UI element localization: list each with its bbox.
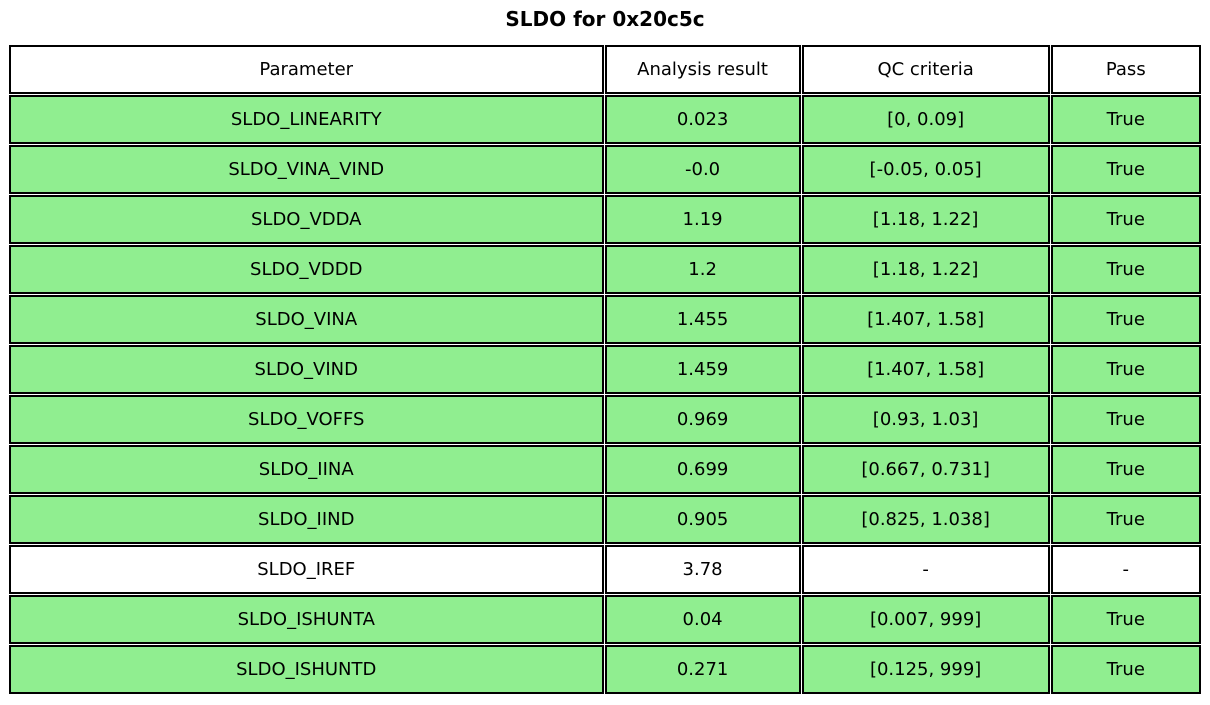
cell-qc-criteria: [-0.05, 0.05] [801, 145, 1050, 194]
table-row: SLDO_VINA 1.455 [1.407, 1.58] True [9, 295, 1201, 344]
table-row: SLDO_IREF 3.78 - - [9, 545, 1201, 594]
cell-qc-criteria: [0.825, 1.038] [801, 495, 1050, 544]
cell-pass: True [1050, 295, 1201, 344]
table-row: SLDO_IIND 0.905 [0.825, 1.038] True [9, 495, 1201, 544]
cell-pass: True [1050, 95, 1201, 144]
cell-qc-criteria: - [801, 545, 1050, 594]
cell-pass: True [1050, 145, 1201, 194]
cell-parameter: SLDO_VINA_VIND [9, 145, 604, 194]
cell-analysis-result: 0.04 [604, 595, 801, 644]
cell-qc-criteria: [1.18, 1.22] [801, 195, 1050, 244]
table-row: SLDO_VDDD 1.2 [1.18, 1.22] True [9, 245, 1201, 294]
col-header-qc-criteria: QC criteria [801, 45, 1050, 94]
table-row: SLDO_ISHUNTD 0.271 [0.125, 999] True [9, 645, 1201, 694]
cell-parameter: SLDO_ISHUNTD [9, 645, 604, 694]
header-row: Parameter Analysis result QC criteria Pa… [9, 45, 1201, 94]
cell-analysis-result: 0.699 [604, 445, 801, 494]
figure-title: SLDO for 0x20c5c [505, 7, 705, 31]
qc-results-table: Parameter Analysis result QC criteria Pa… [8, 44, 1202, 695]
cell-qc-criteria: [1.407, 1.58] [801, 345, 1050, 394]
cell-analysis-result: 1.2 [604, 245, 801, 294]
cell-parameter: SLDO_VIND [9, 345, 604, 394]
cell-analysis-result: 1.19 [604, 195, 801, 244]
table-row: SLDO_IINA 0.699 [0.667, 0.731] True [9, 445, 1201, 494]
table-row: SLDO_VOFFS 0.969 [0.93, 1.03] True [9, 395, 1201, 444]
table-row: SLDO_LINEARITY 0.023 [0, 0.09] True [9, 95, 1201, 144]
cell-parameter: SLDO_IIND [9, 495, 604, 544]
cell-parameter: SLDO_VDDA [9, 195, 604, 244]
cell-pass: True [1050, 495, 1201, 544]
cell-pass: True [1050, 395, 1201, 444]
cell-analysis-result: 0.969 [604, 395, 801, 444]
cell-parameter: SLDO_VINA [9, 295, 604, 344]
cell-pass: True [1050, 445, 1201, 494]
cell-qc-criteria: [1.407, 1.58] [801, 295, 1050, 344]
table-row: SLDO_VINA_VIND -0.0 [-0.05, 0.05] True [9, 145, 1201, 194]
col-header-pass: Pass [1050, 45, 1201, 94]
table-row: SLDO_VDDA 1.19 [1.18, 1.22] True [9, 195, 1201, 244]
cell-parameter: SLDO_LINEARITY [9, 95, 604, 144]
cell-analysis-result: -0.0 [604, 145, 801, 194]
cell-qc-criteria: [0.007, 999] [801, 595, 1050, 644]
cell-analysis-result: 1.455 [604, 295, 801, 344]
cell-parameter: SLDO_ISHUNTA [9, 595, 604, 644]
cell-analysis-result: 0.271 [604, 645, 801, 694]
col-header-analysis-result: Analysis result [604, 45, 801, 94]
cell-parameter: SLDO_VOFFS [9, 395, 604, 444]
cell-pass: True [1050, 595, 1201, 644]
cell-parameter: SLDO_VDDD [9, 245, 604, 294]
cell-qc-criteria: [0.125, 999] [801, 645, 1050, 694]
cell-qc-criteria: [0.93, 1.03] [801, 395, 1050, 444]
cell-analysis-result: 1.459 [604, 345, 801, 394]
cell-pass: True [1050, 245, 1201, 294]
col-header-parameter: Parameter [9, 45, 604, 94]
cell-pass: - [1050, 545, 1201, 594]
cell-analysis-result: 0.023 [604, 95, 801, 144]
cell-qc-criteria: [0.667, 0.731] [801, 445, 1050, 494]
table-row: SLDO_VIND 1.459 [1.407, 1.58] True [9, 345, 1201, 394]
table-row: SLDO_ISHUNTA 0.04 [0.007, 999] True [9, 595, 1201, 644]
cell-analysis-result: 0.905 [604, 495, 801, 544]
cell-qc-criteria: [1.18, 1.22] [801, 245, 1050, 294]
cell-pass: True [1050, 645, 1201, 694]
cell-qc-criteria: [0, 0.09] [801, 95, 1050, 144]
cell-parameter: SLDO_IINA [9, 445, 604, 494]
cell-pass: True [1050, 195, 1201, 244]
cell-analysis-result: 3.78 [604, 545, 801, 594]
cell-pass: True [1050, 345, 1201, 394]
cell-parameter: SLDO_IREF [9, 545, 604, 594]
